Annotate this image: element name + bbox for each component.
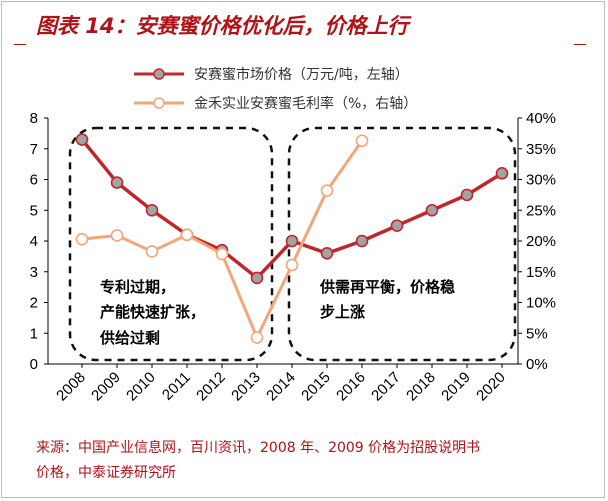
x-tick-label: 2009: [88, 369, 124, 405]
source-line-2: 价格，中泰证券研究所: [36, 465, 176, 481]
y-right-tick-label: 5%: [526, 325, 548, 342]
y-right-tick-label: 15%: [526, 264, 556, 281]
series-line-price: [80, 138, 503, 280]
x-tick-label: 2014: [263, 369, 299, 405]
price-point: [145, 203, 159, 217]
y-left-tick-label: 0: [30, 356, 38, 373]
legend-label-price: 安赛蜜市场价格（万元/吨，左轴）: [194, 66, 409, 83]
legend: 安赛蜜市场价格（万元/吨，左轴） 金禾实业安赛蜜毛利率（%，右轴）: [134, 66, 417, 112]
title-rule-left: [14, 44, 26, 45]
source-note: 来源：中国产业信息网，百川资讯，2008 年、2009 价格为招股说明书 价格，…: [36, 436, 596, 486]
y-right-tick-label: 30%: [526, 172, 556, 189]
margin-point: [180, 228, 194, 242]
price-point: [285, 234, 299, 248]
title-rule-right: [574, 44, 586, 45]
price-point: [110, 176, 124, 189]
y-left-tick-label: 7: [30, 141, 38, 158]
margin-point: [215, 247, 229, 261]
y-left-tick-label: 8: [30, 110, 38, 127]
legend-marker-price: [153, 68, 165, 80]
price-point: [75, 133, 89, 146]
y-right-tick-label: 40%: [526, 110, 556, 127]
left-box-line-1: 专利过期，: [100, 278, 175, 296]
y-right-tick-label: 35%: [526, 141, 556, 158]
x-tick-label: 2013: [228, 369, 264, 405]
series: [75, 133, 509, 344]
x-tick-label: 2016: [333, 369, 369, 405]
x-tick-label: 2008: [53, 369, 89, 405]
price-point: [425, 203, 439, 217]
margin-point: [320, 184, 334, 197]
y-right-tick-label: 25%: [526, 202, 556, 219]
price-point: [355, 234, 369, 248]
legend-label-margin: 金禾实业安赛蜜毛利率（%，右轴）: [194, 95, 417, 112]
price-point: [460, 188, 474, 202]
margin-point: [355, 134, 369, 148]
y-left-tick-label: 1: [30, 325, 38, 342]
y-left-tick-label: 5: [30, 202, 38, 219]
price-point: [250, 271, 264, 285]
x-tick-label: 2015: [298, 369, 334, 405]
y-left-tick-label: 6: [30, 172, 38, 189]
y-left-tick-label: 2: [30, 295, 38, 312]
source-line-1: 来源：中国产业信息网，百川资讯，2008 年、2009 价格为招股说明书: [36, 440, 481, 456]
right-box-line-2: 步上涨: [320, 303, 365, 321]
x-tick-label: 2020: [473, 369, 509, 405]
x-tick-label: 2019: [438, 369, 474, 405]
y-left-tick-label: 4: [30, 233, 38, 250]
x-tick-label: 2018: [403, 369, 439, 405]
margin-point: [250, 331, 264, 344]
x-tick-label: 2011: [159, 369, 194, 404]
y-right-tick-label: 10%: [526, 295, 556, 312]
y-right-tick-label: 20%: [526, 233, 556, 250]
period-boxes: [68, 126, 517, 362]
y-left-tick-label: 3: [30, 264, 38, 281]
price-point: [320, 247, 334, 260]
x-tick-label: 2017: [368, 369, 404, 405]
margin-point: [110, 229, 124, 242]
legend-marker-margin: [153, 97, 165, 109]
margin-point: [75, 232, 89, 246]
margin-point: [285, 258, 299, 272]
right-box-line-1: 供需再平衡，价格稳: [319, 278, 455, 296]
annotations: 专利过期， 产能快速扩张， 供给过剩 供需再平衡，价格稳 步上涨: [99, 278, 455, 347]
y-right-tick-label: 0%: [526, 356, 548, 373]
price-point: [390, 219, 404, 232]
left-box-line-2: 产能快速扩张，: [100, 303, 205, 321]
left-period-box: [68, 126, 274, 362]
price-point: [495, 167, 509, 180]
margin-point: [145, 245, 159, 258]
x-tick-label: 2010: [123, 369, 159, 405]
left-box-line-3: 供给过剩: [99, 329, 160, 347]
right-period-box: [287, 126, 517, 362]
chart-title: 图表 14：安赛蜜价格优化后，价格上行: [36, 14, 409, 38]
x-tick-label: 2012: [193, 369, 229, 405]
